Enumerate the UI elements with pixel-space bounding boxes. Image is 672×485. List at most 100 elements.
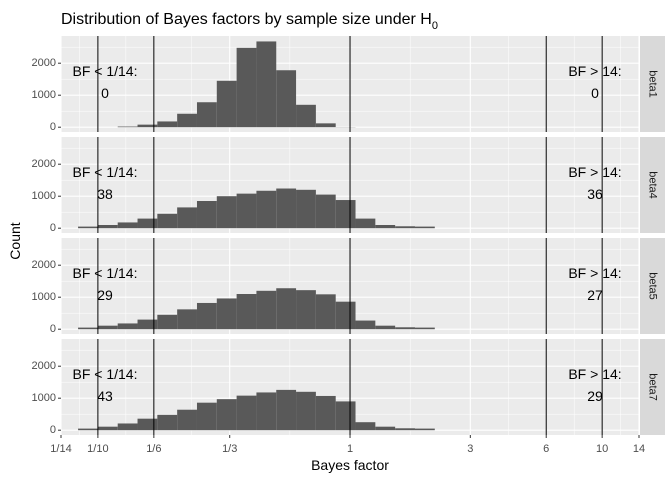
histogram-bar bbox=[78, 429, 98, 431]
below-threshold-count: 43 bbox=[97, 388, 113, 404]
y-tick-label: 0 bbox=[50, 323, 56, 335]
y-tick-label: 2000 bbox=[32, 259, 56, 271]
below-threshold-count: 0 bbox=[101, 85, 109, 101]
histogram-bar bbox=[197, 303, 217, 329]
histogram-bar bbox=[395, 226, 415, 228]
histogram-bar bbox=[157, 415, 177, 430]
histogram-bar bbox=[78, 227, 98, 229]
histogram-bar bbox=[138, 219, 158, 229]
y-tick-label: 1000 bbox=[32, 291, 56, 303]
facet-strip-label: beta1 bbox=[647, 70, 659, 98]
histogram-bar bbox=[256, 191, 276, 228]
histogram-bar bbox=[177, 207, 197, 228]
histogram-bar bbox=[415, 429, 435, 431]
histogram-bar bbox=[395, 428, 415, 430]
facet-panel-beta1: beta1 0 1000 2000 BF < 1/14: 0 BF > 14: 0 bbox=[32, 36, 665, 133]
histogram-bar bbox=[78, 328, 98, 330]
y-tick-label: 2000 bbox=[32, 57, 56, 69]
histogram-bar bbox=[98, 427, 118, 431]
histogram-bar bbox=[217, 196, 237, 228]
histogram-bar bbox=[138, 320, 158, 330]
chart-title-subscript: 0 bbox=[432, 20, 438, 32]
facet-panels: beta1 0 1000 2000 BF < 1/14: 0 BF > 14: 0 beta4 0… bbox=[32, 36, 665, 436]
histogram-bar bbox=[415, 328, 435, 330]
histogram-bar bbox=[356, 219, 376, 229]
above-threshold-label: BF > 14: bbox=[568, 366, 621, 382]
x-tick-label: 1/6 bbox=[146, 443, 161, 455]
y-tick-label: 2000 bbox=[32, 158, 56, 170]
below-threshold-label: BF < 1/14: bbox=[73, 366, 138, 382]
histogram-bar bbox=[316, 396, 336, 430]
chart-title: Distribution of Bayes factors by sample … bbox=[61, 11, 438, 32]
histogram-bar bbox=[296, 290, 316, 329]
histogram-bar bbox=[197, 102, 217, 127]
x-tick-label: 3 bbox=[467, 443, 473, 455]
below-threshold-label: BF < 1/14: bbox=[73, 63, 138, 79]
histogram-bar bbox=[296, 105, 316, 127]
histogram-bar bbox=[296, 392, 316, 430]
facet-strip-label: beta5 bbox=[647, 272, 659, 300]
histogram-bar bbox=[157, 121, 177, 127]
above-threshold-label: BF > 14: bbox=[568, 265, 621, 281]
facet-strip-label: beta4 bbox=[647, 171, 659, 199]
histogram-bar bbox=[395, 327, 415, 329]
histogram-bar bbox=[157, 315, 177, 329]
histogram-bar bbox=[276, 390, 296, 430]
y-tick-label: 0 bbox=[50, 222, 56, 234]
histogram-bar bbox=[197, 201, 217, 228]
histogram-bar bbox=[336, 401, 356, 430]
histogram-bar bbox=[276, 288, 296, 329]
y-tick-label: 0 bbox=[50, 424, 56, 436]
x-tick-label: 1/3 bbox=[222, 443, 237, 455]
y-tick-label: 1000 bbox=[32, 392, 56, 404]
x-axis-title: Bayes factor bbox=[311, 457, 389, 473]
histogram-bar bbox=[217, 81, 237, 127]
histogram-bar bbox=[336, 200, 356, 228]
histogram-bar bbox=[375, 326, 395, 330]
x-tick-label: 1 bbox=[347, 443, 353, 455]
y-tick-label: 0 bbox=[50, 121, 56, 133]
histogram-bar bbox=[237, 396, 257, 431]
below-threshold-label: BF < 1/14: bbox=[73, 265, 138, 281]
histogram-bar bbox=[356, 422, 376, 430]
histogram-bar bbox=[177, 410, 197, 430]
above-threshold-label: BF > 14: bbox=[568, 63, 621, 79]
histogram-bar bbox=[276, 70, 296, 127]
above-threshold-count: 0 bbox=[591, 85, 599, 101]
histogram-bar bbox=[237, 48, 257, 127]
y-axis-title: Count bbox=[7, 222, 23, 259]
histogram-bar bbox=[177, 309, 197, 329]
above-threshold-count: 36 bbox=[587, 186, 603, 202]
histogram-bar bbox=[375, 427, 395, 431]
histogram-bar bbox=[316, 294, 336, 329]
above-threshold-label: BF > 14: bbox=[568, 164, 621, 180]
histogram-bar bbox=[296, 190, 316, 228]
histogram-bar bbox=[217, 298, 237, 329]
x-tick-label: 1/10 bbox=[87, 443, 108, 455]
histogram-bar bbox=[276, 189, 296, 229]
histogram-bar bbox=[118, 423, 138, 430]
histogram-bar bbox=[98, 225, 118, 228]
histogram-bar bbox=[118, 222, 138, 228]
histogram-bar bbox=[336, 302, 356, 330]
histogram-bar bbox=[197, 403, 217, 431]
histogram-bar bbox=[256, 41, 276, 127]
histogram-bar bbox=[237, 294, 257, 329]
histogram-bar bbox=[316, 123, 336, 127]
histogram-bar bbox=[356, 321, 376, 330]
facet-strip-label: beta7 bbox=[647, 373, 659, 401]
below-threshold-count: 38 bbox=[97, 186, 113, 202]
histogram-bar bbox=[256, 392, 276, 430]
histogram-bar bbox=[98, 326, 118, 330]
x-tick-label: 6 bbox=[543, 443, 549, 455]
y-tick-label: 1000 bbox=[32, 89, 56, 101]
y-tick-label: 1000 bbox=[32, 190, 56, 202]
below-threshold-count: 29 bbox=[97, 287, 113, 303]
histogram-bar bbox=[237, 194, 257, 229]
histogram-bar bbox=[138, 419, 158, 431]
histogram-bar bbox=[375, 225, 395, 228]
